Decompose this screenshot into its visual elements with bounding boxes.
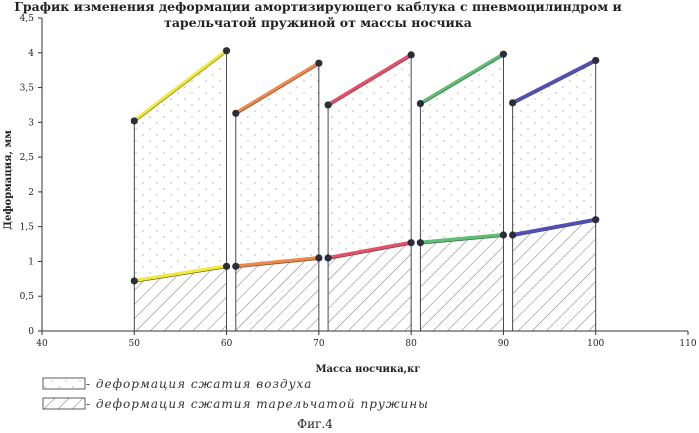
spring-deformation-area xyxy=(420,235,504,331)
data-point xyxy=(324,101,332,109)
data-point xyxy=(509,99,517,107)
data-point xyxy=(232,109,240,117)
legend: - деформация сжатия воздуха - деформация… xyxy=(42,377,429,411)
x-tick-label: 100 xyxy=(587,339,604,349)
series-upper-line xyxy=(132,48,229,123)
legend-label-spring: - деформация сжатия тарельчатой пружины xyxy=(86,397,429,411)
axes xyxy=(41,18,688,332)
data-point xyxy=(232,262,240,270)
series-lower-line xyxy=(510,217,598,238)
data-point xyxy=(416,239,424,247)
air-deformation-area xyxy=(512,60,596,236)
chart-title-line-1: График изменения деформации амортизирующ… xyxy=(14,0,621,14)
data-point xyxy=(130,117,138,125)
data-point xyxy=(509,231,517,239)
x-axis-ticks: 40 50 60 70 80 90 100 110 xyxy=(36,331,697,349)
y-tick-label: 1 xyxy=(28,257,34,267)
series-lower-shadow xyxy=(420,236,504,245)
x-tick-label: 40 xyxy=(36,339,48,349)
series-upper-line xyxy=(233,61,321,116)
data-point xyxy=(222,262,231,270)
series-lower-shadow xyxy=(328,243,412,260)
series-upper-line xyxy=(418,52,506,106)
data-point xyxy=(592,216,600,224)
y-tick-label: 0,5 xyxy=(20,292,35,302)
x-tick-label: 80 xyxy=(405,339,417,349)
y-tick-label: 4,5 xyxy=(20,14,35,24)
series-lower-shadow xyxy=(512,220,596,237)
series-upper-line xyxy=(510,58,598,105)
data-point xyxy=(130,277,138,285)
y-tick-label: 3,5 xyxy=(20,84,35,94)
series-upper-shadow xyxy=(327,56,412,107)
data-series xyxy=(130,47,600,285)
data-point xyxy=(315,59,323,67)
x-tick-label: 50 xyxy=(129,339,141,349)
y-axis-label: Деформация, мм xyxy=(3,130,14,230)
data-point xyxy=(416,99,424,108)
y-tick-label: 4 xyxy=(28,49,34,59)
spring-deformation-area xyxy=(512,219,596,331)
series-upper-shadow xyxy=(235,64,320,116)
series-upper-shadow xyxy=(134,51,227,123)
data-point xyxy=(222,47,231,55)
chart-title: График изменения деформации амортизирующ… xyxy=(14,0,621,30)
spring-deformation-area xyxy=(235,257,319,331)
data-point xyxy=(407,239,415,247)
y-tick-label: 1,5 xyxy=(20,223,35,233)
spring-deformation-area xyxy=(328,242,412,331)
series-upper-shadow xyxy=(420,55,504,106)
x-tick-label: 60 xyxy=(221,339,233,349)
series-lower-shadow xyxy=(134,267,227,283)
x-axis-label: Масса носчика,кг xyxy=(315,364,420,375)
series-upper-line xyxy=(326,52,414,107)
y-tick-label: 2,5 xyxy=(20,153,35,163)
series-lower-shadow xyxy=(235,259,319,269)
legend-label-air: - деформация сжатия воздуха xyxy=(86,377,312,391)
air-deformation-area xyxy=(328,54,412,258)
y-tick-label: 2 xyxy=(28,188,34,198)
data-point xyxy=(499,50,508,58)
data-point xyxy=(315,254,323,262)
series-upper-shadow xyxy=(512,61,596,105)
series-lower-line xyxy=(326,240,414,260)
x-tick-label: 90 xyxy=(498,339,510,349)
series-lower-line xyxy=(132,264,229,283)
y-tick-label: 3 xyxy=(28,118,34,128)
spring-deformation-area xyxy=(134,266,227,331)
air-deformation-area xyxy=(134,50,227,281)
legend-swatch-air xyxy=(42,377,86,390)
data-point xyxy=(407,51,415,59)
figure-caption: Фиг.4 xyxy=(297,417,333,431)
deformation-regions xyxy=(133,50,597,331)
x-tick-label: 110 xyxy=(679,339,696,349)
legend-swatch-spring xyxy=(42,397,86,410)
data-point xyxy=(499,231,508,239)
data-point xyxy=(592,56,600,65)
series-lower-line xyxy=(233,255,321,269)
y-axis-ticks: 0 0,5 1 1,5 2 2,5 3 3,5 4 4,5 xyxy=(20,14,42,337)
series-lower-line xyxy=(418,233,506,245)
air-deformation-area xyxy=(235,63,319,267)
x-tick-label: 70 xyxy=(313,339,325,349)
air-deformation-area xyxy=(420,54,504,243)
chart-title-line-2: тарельчатой пружиной от массы носчика xyxy=(164,15,472,30)
y-tick-label: 0 xyxy=(28,327,34,337)
data-point xyxy=(324,254,332,262)
